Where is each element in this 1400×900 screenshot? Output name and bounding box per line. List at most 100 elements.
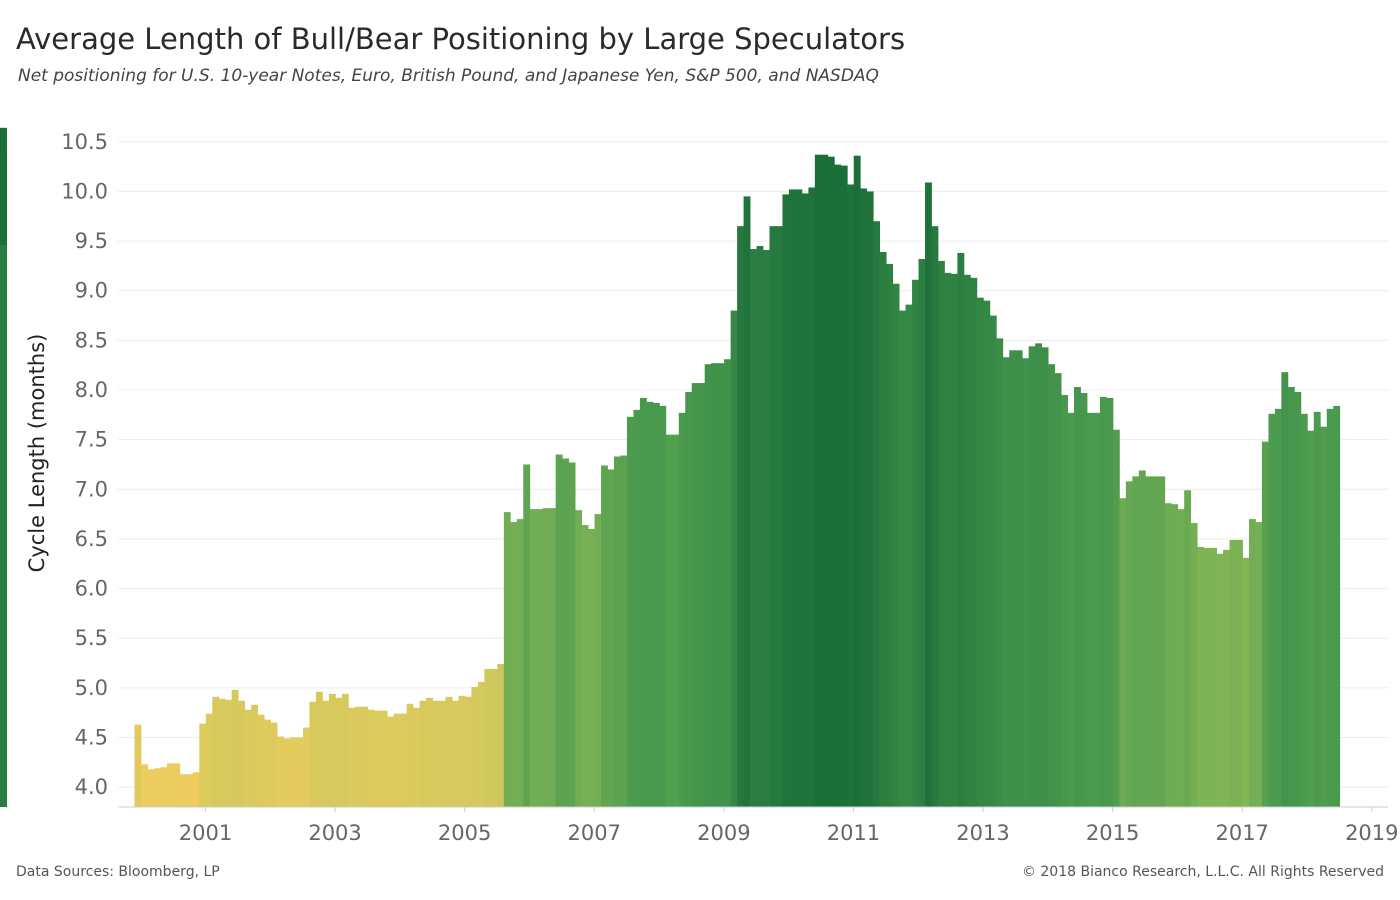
bar: [646, 401, 654, 807]
bar: [1229, 539, 1237, 807]
y-tick-label: 4.0: [75, 775, 108, 799]
bar: [899, 310, 906, 807]
bar: [147, 769, 155, 807]
y-tick-label: 7.0: [75, 477, 108, 501]
bar: [1197, 546, 1205, 807]
bar: [976, 297, 984, 807]
bar: [374, 710, 382, 807]
bar: [1333, 405, 1341, 807]
bar: [866, 191, 874, 807]
bar: [594, 514, 602, 807]
bar: [737, 226, 744, 807]
bar: [743, 196, 751, 807]
bar: [445, 696, 453, 807]
bar: [750, 249, 757, 807]
bar: [153, 768, 161, 807]
bar: [238, 700, 246, 807]
y-tick-label: 10.5: [61, 130, 108, 154]
bar: [134, 724, 142, 807]
bar: [264, 719, 271, 807]
bar: [1171, 504, 1179, 807]
x-tick-label: 2011: [827, 821, 880, 845]
bar: [419, 700, 427, 807]
bar: [555, 454, 563, 807]
bar: [795, 189, 803, 807]
bar: [529, 509, 537, 807]
bar: [1145, 476, 1153, 807]
bar: [581, 525, 589, 807]
bar: [691, 383, 699, 807]
bar: [730, 310, 738, 807]
chart-title: Average Length of Bull/Bear Positioning …: [16, 22, 906, 56]
bar: [341, 693, 349, 807]
bar: [788, 189, 796, 807]
bar: [704, 364, 712, 807]
bar: [212, 696, 220, 807]
bar: [601, 465, 608, 807]
bar: [192, 772, 200, 807]
bar: [477, 681, 485, 807]
bar: [1177, 509, 1185, 807]
bar: [1099, 396, 1107, 807]
bar: [549, 508, 557, 807]
bar: [931, 226, 939, 807]
bar: [853, 155, 861, 807]
bar: [1074, 387, 1081, 807]
bar: [231, 689, 239, 807]
bar: [244, 709, 252, 807]
bar: [277, 736, 284, 807]
bar: [944, 272, 952, 808]
bar: [639, 397, 647, 807]
bar: [1009, 350, 1017, 807]
bar: [1281, 372, 1289, 807]
y-tick-label: 6.0: [75, 577, 108, 601]
bar: [918, 258, 926, 807]
bar: [1203, 547, 1211, 807]
bar: [1112, 429, 1120, 807]
bar: [957, 252, 965, 808]
bar: [1028, 346, 1036, 807]
bar: [328, 693, 336, 807]
y-tick-label: 5.5: [75, 626, 108, 650]
bar: [503, 512, 511, 807]
bar: [218, 698, 226, 807]
bar: [452, 700, 459, 807]
bar: [827, 156, 835, 807]
bar: [1294, 391, 1302, 807]
bar: [173, 763, 181, 807]
bar: [847, 184, 855, 808]
bar: [1216, 553, 1224, 807]
bar: [1313, 411, 1321, 807]
bar: [996, 338, 1004, 807]
bar: [1067, 412, 1075, 807]
bar: [821, 154, 829, 807]
bar: [989, 315, 997, 807]
bar: [912, 279, 919, 807]
copyright-note: © 2018 Bianco Research, L.L.C. All Right…: [1021, 864, 1384, 880]
bar: [756, 246, 764, 808]
bar: [1248, 519, 1256, 807]
bar: [413, 707, 420, 807]
bar: [1261, 441, 1269, 807]
bar: [775, 226, 783, 807]
bar: [1087, 412, 1094, 807]
bar: [665, 434, 673, 807]
bar: [426, 697, 433, 807]
bar: [0, 245, 7, 808]
y-tick-label: 8.0: [75, 378, 108, 402]
bar: [1080, 392, 1088, 807]
bar: [834, 164, 842, 807]
bar: [925, 182, 932, 808]
bar: [439, 700, 446, 807]
bar: [659, 405, 667, 807]
bar: [1119, 498, 1127, 807]
bar: [575, 510, 582, 807]
bar: [510, 522, 518, 807]
bar: [186, 774, 194, 807]
bar: [1132, 476, 1140, 807]
bar: [698, 383, 706, 807]
bar: [199, 723, 207, 807]
bar: [1041, 347, 1049, 807]
bar: [1242, 557, 1250, 807]
bar: [672, 434, 680, 807]
